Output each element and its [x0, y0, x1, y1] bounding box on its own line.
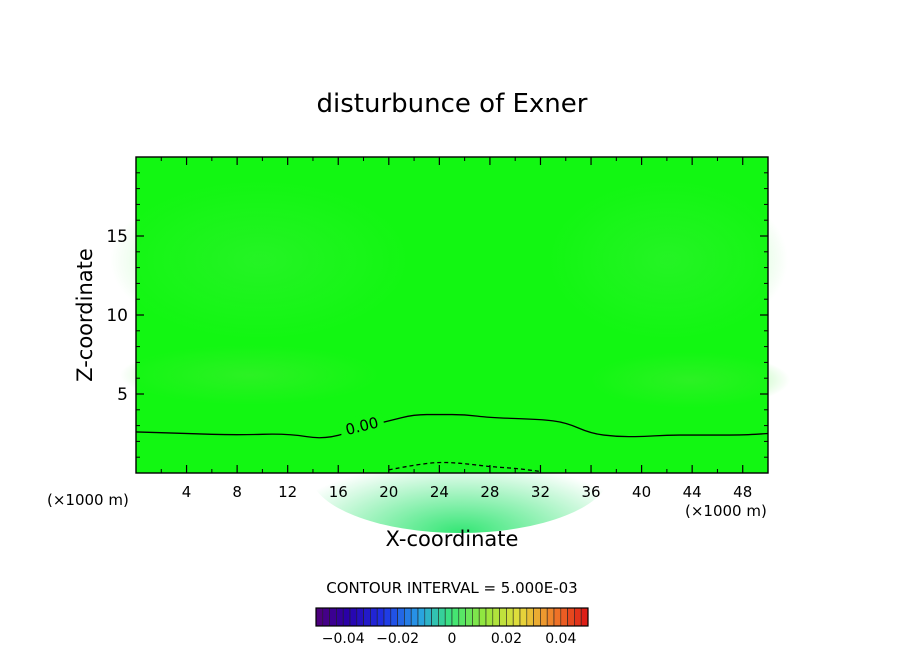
- colorbar-cell: [376, 607, 385, 627]
- contour-label-background: [338, 410, 386, 439]
- colorbar-tick-label: −0.04: [322, 631, 365, 647]
- colorbar-cell: [560, 607, 568, 627]
- y-tick-label: 15: [106, 227, 128, 247]
- colorbar-cell: [574, 607, 582, 627]
- x-unit-left: (×1000 m): [47, 491, 129, 509]
- contour-interval-text: CONTOUR INTERVAL = 5.000E-03: [326, 579, 577, 597]
- x-tick-label: 44: [683, 483, 702, 501]
- x-tick-label: 24: [430, 483, 449, 501]
- x-tick-label: 32: [531, 483, 550, 501]
- x-tick-label: 48: [733, 483, 752, 501]
- y-tick-label: 10: [106, 306, 128, 326]
- colorbar-cell: [342, 607, 351, 627]
- colorbar-cell: [424, 607, 432, 627]
- colorbar-cell: [580, 607, 589, 627]
- x-unit-right: (×1000 m): [685, 502, 767, 520]
- x-tick-label: 36: [581, 483, 600, 501]
- colorbar-cell: [492, 607, 500, 627]
- colorbar-cell: [363, 607, 371, 627]
- field-shade-upper-left: [110, 180, 410, 340]
- x-axis-label: X-coordinate: [386, 527, 519, 551]
- colorbar-cell: [315, 607, 324, 627]
- colorbar-tick-label: 0.02: [491, 631, 522, 647]
- colorbar-cell: [410, 607, 419, 627]
- contour-lines: 0.00: [135, 410, 769, 473]
- colorbar-cell: [329, 607, 337, 627]
- contour-line-zero: [135, 413, 769, 439]
- x-tick-label: 40: [632, 483, 651, 501]
- x-tick-label: 28: [480, 483, 499, 501]
- x-axis-ticks: 4 8 12 16 20 24 28 32 36 40 44 48: [160, 157, 752, 501]
- colorbar-cell: [417, 607, 426, 627]
- colorbar-cell: [322, 607, 330, 627]
- x-tick-label: 8: [232, 483, 242, 501]
- colorbar-cell: [519, 607, 528, 627]
- field-shade-upper-right: [548, 180, 788, 340]
- colorbar-frame: [315, 607, 589, 627]
- colorbar-cell: [485, 607, 494, 627]
- y-axis-label: Z-coordinate: [73, 248, 97, 382]
- colorbar-cell: [465, 607, 473, 627]
- colorbar-cell: [438, 607, 446, 627]
- colorbar: −0.04 −0.02 0 0.02 0.04: [315, 607, 589, 647]
- colorbar-cell: [336, 607, 344, 627]
- colorbar-cell: [546, 607, 555, 627]
- field-shade-lower-right: [590, 352, 790, 408]
- colorbar-cell: [451, 607, 460, 627]
- x-tick-label: 12: [278, 483, 297, 501]
- colorbar-cell: [356, 607, 364, 627]
- colorbar-cell: [553, 607, 562, 627]
- y-axis-ticks: 5 10 15: [106, 172, 768, 458]
- colorbar-cell: [526, 607, 534, 627]
- x-tick-label: 16: [329, 483, 348, 501]
- colorbar-cell: [349, 607, 358, 627]
- colorbar-cell: [506, 607, 514, 627]
- colorbar-cell: [540, 607, 548, 627]
- colorbar-cell: [370, 607, 378, 627]
- colorbar-cell: [478, 607, 487, 627]
- colorbar-cell: [444, 607, 453, 627]
- y-tick-label: 5: [117, 385, 128, 405]
- colorbar-cell: [397, 607, 405, 627]
- chart-title: disturbunce of Exner: [317, 89, 588, 119]
- colorbar-cell: [404, 607, 412, 627]
- colorbar-cell: [533, 607, 541, 627]
- colorbar-tick-label: 0: [448, 631, 457, 647]
- colorbar-cell: [472, 607, 480, 627]
- colorbar-cell: [512, 607, 521, 627]
- colorbar-cell: [499, 607, 507, 627]
- colorbar-tick-label: −0.02: [376, 631, 419, 647]
- colorbar-cell: [567, 607, 575, 627]
- field-shade-lower-left: [120, 345, 380, 405]
- colorbar-cell: [390, 607, 398, 627]
- contour-line-dashed: [388, 461, 541, 473]
- x-tick-label: 20: [379, 483, 398, 501]
- x-tick-label: 4: [182, 483, 192, 501]
- colorbar-cell: [458, 607, 466, 627]
- colorbar-cell: [431, 607, 439, 627]
- colorbar-cell: [383, 607, 392, 627]
- colorbar-tick-label: 0.04: [545, 631, 576, 647]
